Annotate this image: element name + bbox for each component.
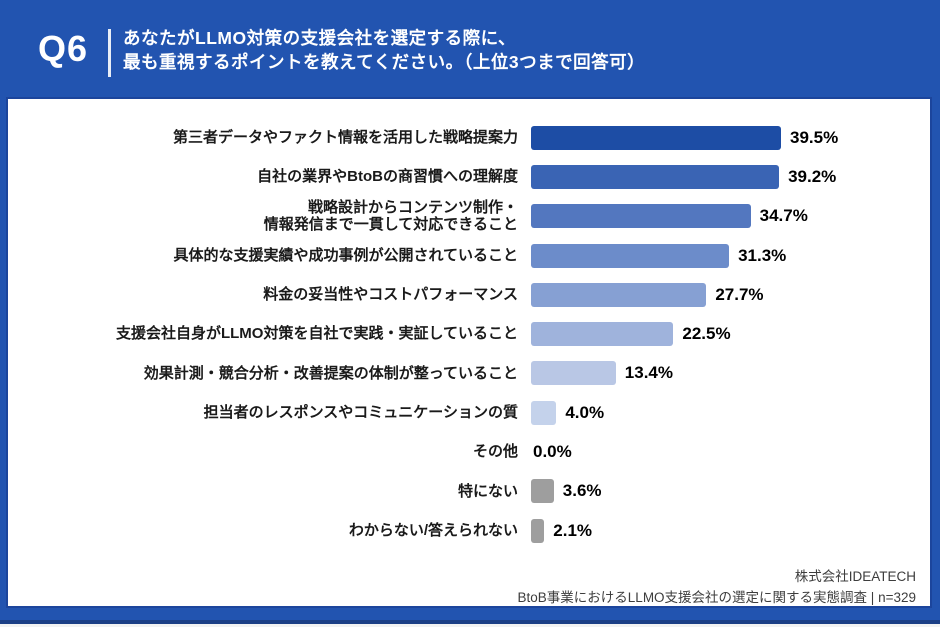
bar [531,400,557,425]
value-label: 3.6% [562,481,602,501]
value-label: 22.5% [682,324,731,344]
category-label: 料金の妥当性やコストパフォーマンス [263,286,518,304]
bar [531,204,751,229]
question-title-line1: あなたがLLMO対策の支援会社を選定する際に、 [123,28,517,48]
bar [531,164,780,189]
header-divider [108,29,111,77]
value-label: 31.3% [738,245,787,265]
bar [531,125,781,150]
question-number: Q6 [38,28,89,69]
value-label: 27.7% [715,284,764,304]
chart-row: 戦略設計からコンテンツ制作・ 情報発信まで一貫して対応できること 34.7% [6,197,932,236]
bar [531,479,554,504]
bar [531,361,616,386]
category-label: その他 [472,443,518,461]
chart-row: 担当者のレスポンスやコミュニケーションの質 4.0% [6,393,932,432]
value-label: 2.1% [553,520,593,540]
chart-row: 特にない 3.6% [6,472,932,511]
category-label: 特にない [457,482,518,500]
value-label: 0.0% [533,442,572,462]
category-label: 効果計測・競合分析・改善提案の体制が整っていること [143,364,518,382]
category-label: 支援会社自身がLLMO対策を自社で実践・実証していること [115,325,518,343]
bar [531,243,730,268]
chart-row: 料金の妥当性やコストパフォーマンス 27.7% [6,275,932,314]
category-label: 戦略設計からコンテンツ制作・ 情報発信まで一貫して対応できること [263,198,518,234]
chart-row: わからない/答えられない 2.1% [6,511,932,550]
chart-row: その他 0.0% [6,432,932,471]
company-name: 株式会社IDEATECH [794,569,916,584]
chart-row: 具体的な支援実績や成功事例が公開されていること 31.3% [6,236,932,275]
value-label: 4.0% [565,402,605,422]
bottom-navy-stripe [0,620,940,624]
category-label: 第三者データやファクト情報を活用した戦略提案力 [172,128,518,146]
category-label: 自社の業界やBtoBの商習慣への理解度 [257,168,518,186]
question-title: あなたがLLMO対策の支援会社を選定する際に、 最も重視するポイントを教えてくだ… [123,26,645,74]
value-label: 39.5% [790,127,839,147]
bar [531,518,545,543]
bottom-white-stripe [0,624,940,627]
chart-row: 効果計測・競合分析・改善提案の体制が整っていること 13.4% [6,354,932,393]
value-label: 13.4% [624,363,673,383]
category-label: わからない/答えられない [348,521,518,539]
value-label: 39.2% [788,166,837,186]
bar [531,322,674,347]
chart-row: 第三者データやファクト情報を活用した戦略提案力 39.5% [6,118,932,157]
category-label: 担当者のレスポンスやコミュニケーションの質 [203,403,518,421]
bar [531,282,707,307]
question-header: Q6 あなたがLLMO対策の支援会社を選定する際に、 最も重視するポイントを教え… [0,0,940,97]
question-title-line2: 最も重視するポイントを教えてください。（上位3つまで回答可） [123,52,646,72]
category-label: 具体的な支援実績や成功事例が公開されていること [173,246,518,264]
chart-row: 支援会社自身がLLMO対策を自社で実践・実証していること 22.5% [6,314,932,353]
bar-chart: 第三者データやファクト情報を活用した戦略提案力 39.5% 自社の業界やBtoBの商… [6,118,932,550]
value-label: 34.7% [759,206,808,226]
chart-row: 自社の業界やBtoBの商習慣への理解度 39.2% [6,157,932,196]
survey-name: BtoB事業におけるLLMO支援会社の選定に関する実態調査 | n=329 [517,590,916,605]
source-footer: 株式会社IDEATECH BtoB事業におけるLLMO支援会社の選定に関する実態… [518,566,916,608]
